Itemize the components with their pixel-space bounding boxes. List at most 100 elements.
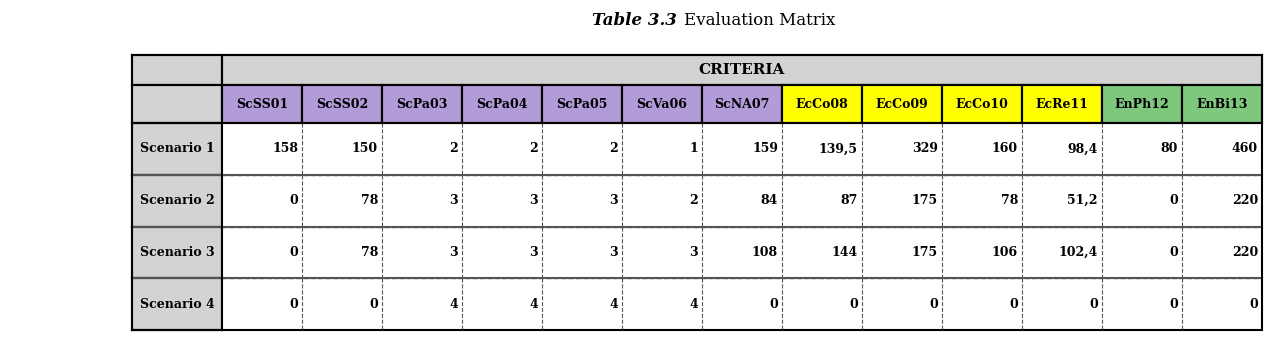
Bar [132, 226, 222, 278]
Bar [462, 226, 542, 278]
Text: 0: 0 [369, 298, 378, 311]
Bar [222, 123, 302, 175]
Bar [622, 226, 702, 278]
Bar [702, 85, 782, 123]
Bar [782, 278, 862, 330]
Text: 3: 3 [609, 194, 618, 207]
Text: 3: 3 [609, 246, 618, 259]
Bar [462, 123, 542, 175]
Bar [302, 278, 382, 330]
Text: 460: 460 [1232, 142, 1258, 155]
Bar [382, 175, 462, 226]
Text: EnPh12: EnPh12 [1114, 98, 1169, 111]
Text: 220: 220 [1232, 246, 1258, 259]
Bar [782, 226, 862, 278]
Text: 0: 0 [769, 298, 778, 311]
Text: ScPa05: ScPa05 [556, 98, 608, 111]
Bar [622, 175, 702, 226]
Text: 158: 158 [272, 142, 298, 155]
Text: 2: 2 [689, 194, 698, 207]
Bar [1101, 278, 1181, 330]
Text: ScSS02: ScSS02 [316, 98, 368, 111]
Bar [222, 55, 1261, 85]
Text: 139,5: 139,5 [819, 142, 858, 155]
Bar [382, 123, 462, 175]
Bar [622, 123, 702, 175]
Bar [462, 175, 542, 226]
Bar [622, 278, 702, 330]
Text: 78: 78 [360, 246, 378, 259]
Bar [222, 226, 302, 278]
Bar [782, 85, 862, 123]
Bar [702, 226, 782, 278]
Text: 0: 0 [1169, 194, 1178, 207]
Bar [542, 123, 622, 175]
Text: 0: 0 [929, 298, 938, 311]
Bar [862, 175, 942, 226]
Bar [942, 123, 1022, 175]
Bar [382, 278, 462, 330]
Text: Scenario 1: Scenario 1 [140, 142, 214, 155]
Text: 108: 108 [751, 246, 778, 259]
Bar [222, 278, 302, 330]
Bar [1101, 85, 1181, 123]
Text: 0: 0 [289, 194, 298, 207]
Bar [382, 226, 462, 278]
Text: CRITERIA: CRITERIA [699, 63, 786, 77]
Text: 1: 1 [689, 142, 698, 155]
Text: ScNA07: ScNA07 [714, 98, 770, 111]
Bar [302, 175, 382, 226]
Text: 4: 4 [609, 298, 618, 311]
Bar [1181, 278, 1261, 330]
Bar [132, 85, 222, 123]
Text: 150: 150 [352, 142, 378, 155]
Bar [862, 226, 942, 278]
Text: ScPa04: ScPa04 [476, 98, 528, 111]
Text: 329: 329 [912, 142, 938, 155]
Text: ScPa03: ScPa03 [396, 98, 448, 111]
Bar [942, 226, 1022, 278]
Text: 2: 2 [609, 142, 618, 155]
Text: Scenario 4: Scenario 4 [140, 298, 214, 311]
Text: 0: 0 [289, 246, 298, 259]
Bar [702, 123, 782, 175]
Text: EcCo09: EcCo09 [876, 98, 929, 111]
Text: 106: 106 [992, 246, 1018, 259]
Bar [702, 278, 782, 330]
Bar [132, 55, 222, 85]
Bar [942, 175, 1022, 226]
Text: 4: 4 [449, 298, 458, 311]
Bar [1101, 226, 1181, 278]
Bar [1022, 85, 1101, 123]
Text: 175: 175 [912, 194, 938, 207]
Bar [132, 123, 222, 175]
Text: 175: 175 [912, 246, 938, 259]
Text: Evaluation Matrix: Evaluation Matrix [684, 12, 836, 29]
Text: ScVa06: ScVa06 [637, 98, 688, 111]
Bar [462, 85, 542, 123]
Bar [1022, 226, 1101, 278]
Bar [222, 175, 302, 226]
Text: 78: 78 [1001, 194, 1018, 207]
Bar [462, 278, 542, 330]
Text: 0: 0 [1089, 298, 1098, 311]
Bar [1181, 175, 1261, 226]
Text: 0: 0 [1009, 298, 1018, 311]
Text: 144: 144 [831, 246, 858, 259]
Text: 2: 2 [529, 142, 538, 155]
Text: 84: 84 [760, 194, 778, 207]
Bar [1101, 175, 1181, 226]
Text: EcRe11: EcRe11 [1036, 98, 1089, 111]
Bar [1181, 226, 1261, 278]
Bar [542, 278, 622, 330]
Bar [542, 175, 622, 226]
Bar [1181, 123, 1261, 175]
Bar [132, 278, 222, 330]
Bar [302, 226, 382, 278]
Text: EcCo08: EcCo08 [796, 98, 849, 111]
Text: 0: 0 [1249, 298, 1258, 311]
Bar [542, 85, 622, 123]
Text: 3: 3 [529, 246, 538, 259]
Text: Scenario 2: Scenario 2 [140, 194, 214, 207]
Text: 4: 4 [529, 298, 538, 311]
